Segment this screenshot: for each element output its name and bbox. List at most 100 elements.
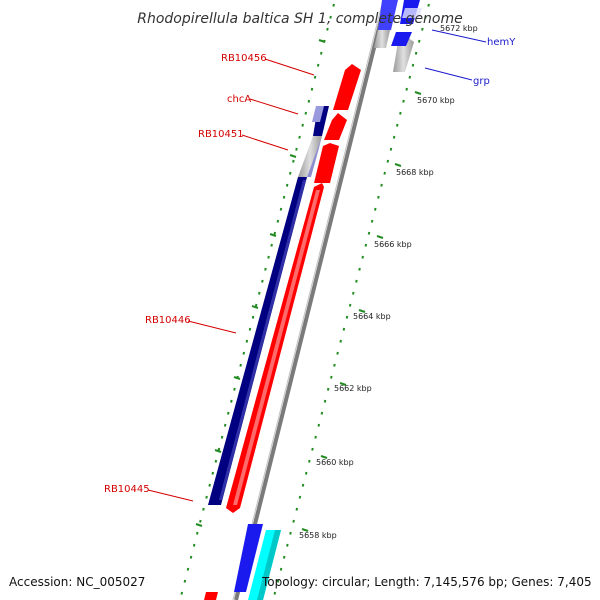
tick-minor bbox=[282, 555, 286, 559]
gene-feature-RB10451-b[interactable] bbox=[314, 143, 339, 183]
tick-minor bbox=[367, 231, 371, 235]
tick-minor bbox=[408, 75, 412, 79]
tick-minor bbox=[223, 423, 227, 427]
gene-feature-blue-bottom[interactable] bbox=[234, 524, 263, 592]
gene-feature-pseudo-reverse-2[interactable] bbox=[307, 136, 322, 177]
tick-minor bbox=[286, 543, 289, 547]
tick-minor bbox=[273, 591, 277, 595]
tick-minor bbox=[361, 255, 364, 259]
scale-label: 5660 kbp bbox=[316, 458, 354, 467]
tick-minor bbox=[336, 351, 339, 355]
tick-minor bbox=[208, 483, 211, 487]
tick-minor bbox=[427, 3, 430, 7]
tick-major bbox=[301, 528, 309, 532]
scale-label: 5670 kbp bbox=[417, 96, 455, 105]
scale-label: 5672 kbp bbox=[440, 24, 478, 33]
tick-minor bbox=[421, 27, 424, 31]
tick-minor bbox=[402, 99, 405, 103]
tick-minor bbox=[245, 339, 249, 343]
tick-minor bbox=[288, 171, 292, 175]
scale-label: 5664 kbp bbox=[353, 312, 391, 321]
tick-minor bbox=[192, 543, 196, 547]
tick-minor bbox=[307, 99, 311, 103]
gene-feature-grey-top[interactable] bbox=[374, 30, 390, 48]
scale-label: 5658 kbp bbox=[299, 531, 337, 540]
tick-minor bbox=[319, 51, 323, 55]
tick-minor bbox=[214, 459, 218, 463]
tick-major bbox=[214, 449, 222, 453]
tick-minor bbox=[301, 483, 305, 487]
gene-feature-arrowhead-bottom bbox=[226, 508, 240, 513]
gene-label-chcA[interactable]: chcA bbox=[227, 94, 251, 105]
tick-major bbox=[233, 376, 241, 380]
gene-label-RB10451[interactable]: RB10451 bbox=[198, 129, 244, 140]
tick-minor bbox=[292, 519, 295, 523]
gene-label-grp[interactable]: grp bbox=[473, 76, 490, 87]
tick-minor bbox=[295, 507, 299, 511]
gene-feature-grp-arrow[interactable] bbox=[391, 32, 412, 46]
gene-feature-RB10445[interactable] bbox=[226, 183, 324, 508]
tick-minor bbox=[220, 435, 224, 439]
tick-minor bbox=[323, 399, 327, 403]
gene-feature-RB10446[interactable] bbox=[208, 177, 307, 505]
tick-major bbox=[376, 235, 384, 239]
gene-label-RB10445[interactable]: RB10445 bbox=[104, 484, 150, 495]
tick-minor bbox=[211, 471, 215, 475]
backbone bbox=[232, 0, 388, 600]
tick-minor bbox=[233, 387, 236, 391]
tick-minor bbox=[289, 531, 292, 535]
tick-minor bbox=[202, 507, 205, 511]
gene-labels: RB10456 chcA RB10451 RB10446 RB10445 hem… bbox=[104, 37, 516, 495]
gene-feature-RB10446-highlight bbox=[219, 180, 306, 500]
tick-minor bbox=[364, 243, 368, 247]
tick-minor bbox=[414, 51, 418, 55]
tick-minor bbox=[370, 219, 374, 223]
tick-minor bbox=[405, 87, 408, 91]
gene-feature-RB10451-a[interactable] bbox=[324, 113, 347, 140]
tick-minor bbox=[374, 207, 377, 211]
tick-minor bbox=[411, 63, 415, 67]
tick-minor bbox=[226, 411, 230, 415]
tick-minor bbox=[326, 387, 330, 391]
tick-minor bbox=[205, 495, 208, 499]
label-leaders bbox=[147, 29, 487, 502]
gene-feature-pseudo-reverse[interactable] bbox=[298, 136, 322, 177]
tick-minor bbox=[298, 135, 301, 139]
gene-feature-blue-top[interactable] bbox=[378, 0, 398, 30]
scale-ticks bbox=[180, 3, 430, 595]
tick-minor bbox=[264, 267, 267, 271]
gene-label-RB10456[interactable]: RB10456 bbox=[221, 53, 267, 64]
tick-minor bbox=[345, 315, 349, 319]
gene-feature-chcA-top[interactable] bbox=[312, 106, 324, 122]
tick-major bbox=[394, 163, 402, 167]
gene-label-hemY[interactable]: hemY bbox=[487, 37, 516, 48]
gene-feature-red-bottom[interactable] bbox=[204, 592, 218, 600]
tick-minor bbox=[383, 171, 386, 175]
tick-minor bbox=[326, 27, 329, 31]
tick-minor bbox=[285, 183, 289, 187]
tick-major bbox=[289, 154, 297, 158]
gene-feature-RB10445-highlight bbox=[233, 190, 320, 505]
tick-minor bbox=[270, 243, 273, 247]
gene-label-RB10446[interactable]: RB10446 bbox=[145, 315, 191, 326]
tick-minor bbox=[301, 123, 304, 127]
tick-minor bbox=[292, 159, 295, 163]
gene-feature-RB10456[interactable] bbox=[333, 64, 361, 110]
tick-minor bbox=[251, 315, 255, 319]
gene-feature-cyan-top[interactable] bbox=[402, 8, 422, 18]
tick-minor bbox=[395, 123, 399, 127]
tick-major bbox=[414, 91, 422, 95]
tick-minor bbox=[332, 3, 335, 7]
scale-label: 5662 kbp bbox=[334, 384, 372, 393]
gene-feature-cyan-shade bbox=[257, 530, 281, 600]
tick-major bbox=[251, 305, 259, 309]
tick-minor bbox=[186, 567, 190, 571]
tick-minor bbox=[217, 447, 221, 451]
tick-minor bbox=[320, 411, 324, 415]
topology-label: Topology: circular; Length: 7,145,576 bp… bbox=[261, 575, 592, 589]
tick-minor bbox=[199, 519, 202, 523]
tick-major bbox=[269, 233, 277, 237]
tick-minor bbox=[417, 39, 421, 43]
scale-label: 5666 kbp bbox=[374, 240, 412, 249]
